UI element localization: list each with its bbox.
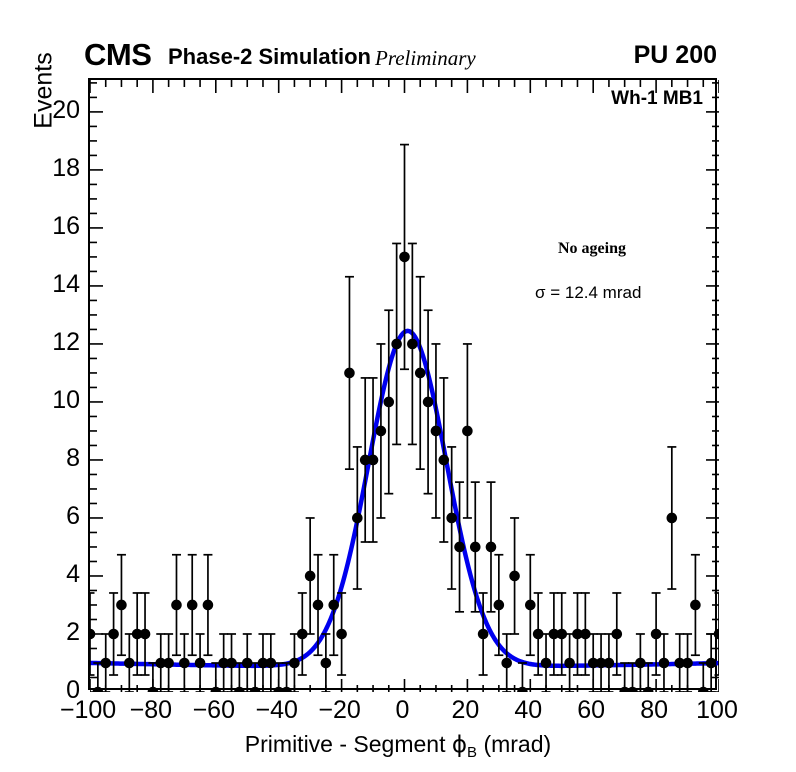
- annotation-sigma: σ = 12.4 mrad: [535, 283, 642, 302]
- x-axis-title-pre: Primitive - Segment: [244, 731, 452, 757]
- phi-symbol: ϕ: [451, 732, 468, 758]
- y-tick-label: 8: [66, 443, 80, 472]
- x-tick-label: 40: [514, 696, 543, 724]
- x-tick-label: 80: [640, 696, 668, 724]
- plot-canvas: [90, 80, 719, 692]
- annotation-ageing: No ageing: [558, 240, 626, 257]
- x-tick-label: 100: [696, 696, 738, 724]
- chamber-label: Wh-1 MB1: [611, 88, 703, 109]
- y-tick-label: 16: [52, 211, 80, 240]
- y-tick-label: 10: [52, 385, 80, 414]
- x-tick-label: 60: [577, 696, 606, 724]
- pileup-label: PU 200: [633, 41, 717, 69]
- plot-header: CMS Phase-2 Simulation Preliminary PU 20…: [0, 38, 796, 72]
- cms-preliminary-label: Preliminary: [375, 46, 476, 70]
- y-tick-label: 4: [66, 559, 80, 588]
- y-tick-label: 2: [66, 617, 80, 646]
- y-tick-label: 20: [52, 95, 80, 124]
- y-tick-label: 18: [52, 153, 80, 182]
- y-axis-title: Events: [29, 52, 58, 129]
- y-tick-label: 14: [52, 269, 80, 298]
- y-tick-label: 6: [66, 501, 80, 530]
- y-tick-label: 12: [52, 327, 80, 356]
- x-tick-label: −40: [255, 696, 298, 724]
- x-tick-label: 0: [395, 696, 410, 724]
- x-tick-label: −100: [59, 696, 117, 724]
- cms-subtitle: Phase-2 Simulation: [168, 44, 371, 69]
- cms-logo: CMS: [84, 37, 152, 72]
- phi-subscript: B: [467, 744, 478, 761]
- x-tick-label: −20: [318, 696, 361, 724]
- x-tick-label: −80: [129, 696, 173, 724]
- plot-frame: Wh-1 MB1 No ageing σ = 12.4 mrad: [88, 78, 719, 692]
- x-tick-label: 20: [451, 696, 480, 724]
- y-tick-label: 0: [66, 676, 80, 704]
- x-tick-label: −60: [192, 696, 235, 724]
- x-axis-title: Primitive - Segment ϕB (mrad): [0, 731, 796, 761]
- x-axis-title-post: (mrad): [477, 731, 552, 757]
